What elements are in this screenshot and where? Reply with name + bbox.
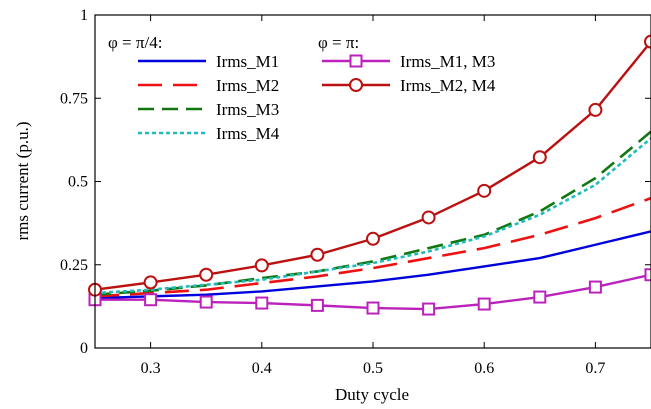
data-point-square xyxy=(255,296,269,310)
data-point-circle xyxy=(143,275,158,290)
data-point-square xyxy=(477,297,491,311)
data-point-square xyxy=(422,302,436,316)
legend-group-heading: φ = π: xyxy=(318,33,359,52)
legend-entry-label: Irms_M3 xyxy=(216,100,279,119)
data-point-square xyxy=(533,290,547,304)
data-point-circle xyxy=(366,231,380,246)
series-line-1 xyxy=(95,196,651,298)
data-point-square xyxy=(366,301,380,315)
data-point-circle xyxy=(421,210,436,225)
data-point-square xyxy=(144,293,158,307)
legend-entry-label: Irms_M1 xyxy=(216,52,279,71)
data-point-square xyxy=(199,295,213,309)
x-tick-label: 0.4 xyxy=(252,360,272,377)
series-line-3 xyxy=(95,137,651,295)
data-point-circle xyxy=(254,258,269,273)
y-tick-label: 0.25 xyxy=(60,257,88,274)
y-tick-label: 0.5 xyxy=(68,174,88,191)
x-axis-label: Duty cycle xyxy=(335,385,409,404)
y-tick-label: 1 xyxy=(80,7,88,24)
legend: φ = π/4: Irms_M1 Irms_M2 Irms_M3 Irms_M4 φ = … xyxy=(108,33,496,143)
plot-area xyxy=(95,15,651,348)
data-point-square xyxy=(644,268,651,282)
data-point-square xyxy=(588,280,602,294)
y-axis: 0 0.25 0.5 0.75 1 xyxy=(60,7,651,357)
series-line-0 xyxy=(95,230,651,300)
legend-entry-label: Irms_M4 xyxy=(216,124,280,143)
legend-entry-label: Irms_M1, M3 xyxy=(400,52,495,71)
y-axis-label: rms current (p.u.) xyxy=(13,122,32,241)
x-tick-label: 0.3 xyxy=(141,360,161,377)
legend-entry-label: Irms_M2 xyxy=(216,76,279,95)
y-tick-label: 0 xyxy=(80,340,88,357)
legend-marker xyxy=(349,78,363,92)
data-point-circle xyxy=(588,102,603,117)
x-tick-label: 0.6 xyxy=(474,360,494,377)
x-axis: 0.3 0.4 0.5 0.6 0.7 xyxy=(141,15,605,377)
data-point-circle xyxy=(532,150,547,165)
y-tick-label: 0.75 xyxy=(60,90,88,107)
data-point-circle xyxy=(310,247,325,262)
legend-marker xyxy=(349,54,363,68)
data-point-circle xyxy=(644,34,651,49)
x-tick-label: 0.5 xyxy=(363,360,383,377)
legend-group-heading: φ = π/4: xyxy=(108,33,162,52)
data-point-circle xyxy=(477,183,492,198)
legend-entry-label: Irms_M2, M4 xyxy=(400,76,496,95)
data-point-square xyxy=(310,298,324,312)
x-tick-label: 0.7 xyxy=(585,360,605,377)
data-point-circle xyxy=(199,267,214,282)
